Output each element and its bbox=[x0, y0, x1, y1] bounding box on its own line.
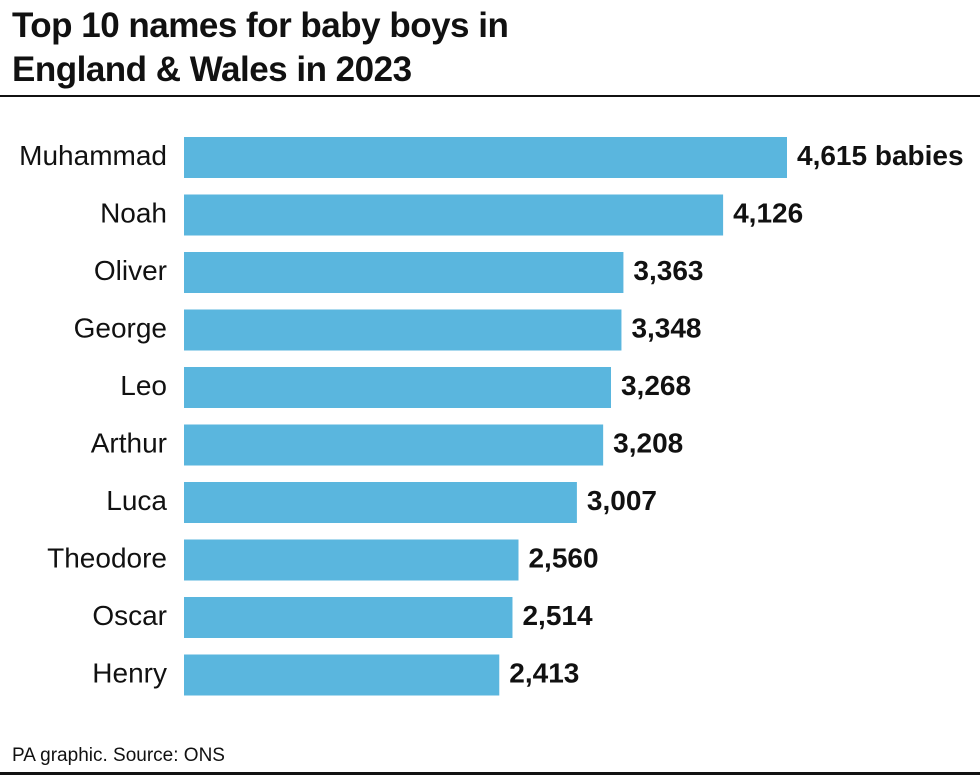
bar bbox=[184, 309, 622, 351]
bar bbox=[184, 252, 624, 293]
source-note: PA graphic. Source: ONS bbox=[12, 745, 225, 766]
value-label: 2,413 bbox=[509, 657, 579, 688]
value-label: 4,126 bbox=[733, 197, 803, 228]
bar bbox=[184, 137, 787, 178]
divider bbox=[0, 772, 980, 775]
bar bbox=[184, 367, 611, 408]
category-label: Oliver bbox=[94, 255, 167, 286]
bar bbox=[184, 424, 604, 466]
bar bbox=[184, 539, 519, 581]
category-label: Arthur bbox=[91, 427, 167, 458]
divider bbox=[0, 95, 980, 97]
value-label: 3,268 bbox=[621, 370, 691, 401]
value-label: 4,615 babies bbox=[797, 140, 964, 171]
bar bbox=[184, 482, 577, 523]
value-label: 2,560 bbox=[528, 542, 598, 573]
value-label: 2,514 bbox=[522, 600, 592, 631]
category-label: Oscar bbox=[92, 600, 167, 631]
category-label: Henry bbox=[92, 657, 167, 688]
category-label: Muhammad bbox=[19, 140, 167, 171]
chart-title: Top 10 names for baby boys in England & … bbox=[12, 6, 509, 89]
bar bbox=[184, 597, 513, 638]
category-label: Noah bbox=[100, 197, 167, 228]
value-label: 3,208 bbox=[613, 427, 683, 458]
bar bbox=[184, 194, 724, 236]
category-label: Leo bbox=[120, 370, 167, 401]
category-label: George bbox=[74, 312, 167, 343]
value-label: 3,363 bbox=[633, 255, 703, 286]
category-label: Luca bbox=[106, 485, 167, 516]
value-label: 3,348 bbox=[631, 312, 701, 343]
bar bbox=[184, 654, 500, 696]
category-label: Theodore bbox=[47, 542, 167, 573]
value-label: 3,007 bbox=[587, 485, 657, 516]
